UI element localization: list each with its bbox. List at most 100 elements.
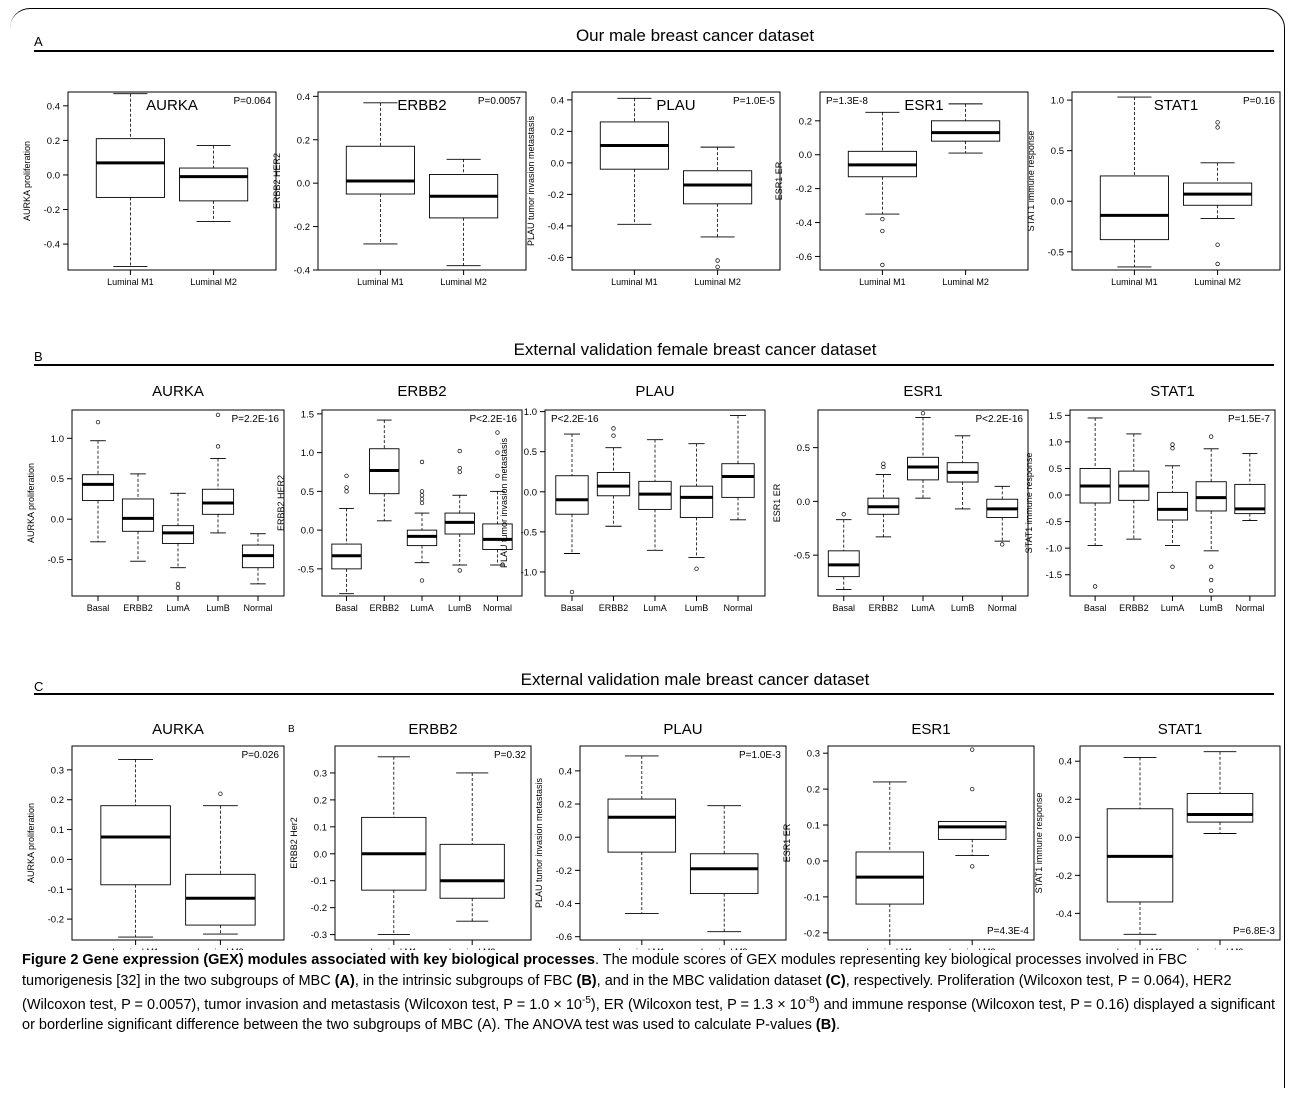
panel-b-stat1-outlier (1092, 584, 1098, 589)
panel-b-plau-outlier (611, 433, 616, 438)
panel-a-esr1-ytick-label: -0.4 (796, 218, 812, 229)
panel-c-aurka-ytick-label: -0.1 (48, 885, 64, 896)
panel-a-stat1-ylabel: STAT1 immune response (1026, 131, 1036, 232)
panel-b-erbb2-outlier (344, 473, 349, 479)
panel-c-erbb2-ylabel: ERBB2 Her2 (289, 817, 299, 869)
panel-a-stat1-title: STAT1 (1154, 97, 1198, 114)
panel-c-esr1-xtick-label: Luminal M1 (867, 947, 914, 950)
panel-a-aurka-box (95, 138, 165, 198)
panel-c-erbb2-ytick-label: 0.3 (314, 768, 327, 779)
panel-b-esr1-outlier (1000, 542, 1005, 547)
panel-b-aurka-xtick-label: LumB (206, 603, 230, 613)
panel-a-stat1-ytick-label: -0.5 (1048, 247, 1064, 258)
panel-c-esr1-pvalue: P=4.3E-4 (987, 926, 1029, 937)
panel-b-erbb2-ytick-label: 1.5 (301, 409, 314, 420)
panel-b-aurka-outlier (175, 581, 181, 587)
panel-a-aurka-ytick-label: 0.4 (47, 101, 60, 112)
panel-c-esr1-ytick-label: 0.2 (807, 785, 820, 796)
panel-c-aurka-xtick-label: Luminal M2 (197, 947, 244, 950)
panel-c-aurka-pvalue: P=0.026 (241, 750, 279, 761)
panel-c-erbb2-xtick-label: Luminal M1 (371, 947, 418, 950)
panel-c-letter: C (34, 679, 44, 694)
panel-b-esr1-xtick-label: Normal (988, 603, 1017, 613)
panel-c-plau-ytick-label: -0.4 (556, 899, 572, 910)
panel-c-erbb2-ytick-label: 0.1 (314, 822, 327, 833)
caption-ref-b: (B) (576, 972, 597, 989)
panel-b-esr1-outlier (841, 512, 846, 517)
caption-text-3: , and in the MBC validation dataset (596, 972, 826, 989)
panel-a-plau-ylabel: PLAU tumor invasion metastasis (526, 115, 536, 246)
panel-c-erbb2-extra-letter: B (288, 724, 295, 735)
panel-b-plau-xtick-label: LumA (643, 603, 667, 613)
panel-b-aurka-outlier (95, 419, 101, 425)
panel-c-stat1-xtick-label: Luminal M1 (1117, 947, 1164, 950)
panel-b-plau-box (679, 485, 714, 518)
panel-c-stat1-plot-frame (1079, 745, 1281, 941)
panel-b-stat1-outlier (1209, 577, 1214, 583)
panel-c-plau-ytick-label: -0.2 (556, 866, 572, 877)
panel-a-esr1-outlier (880, 262, 885, 268)
panel-a-esr1-ytick-label: -0.2 (796, 184, 812, 195)
panel-b-esr1-outlier (881, 461, 886, 466)
panel-a-plau-xtick-label: Luminal M1 (611, 277, 658, 287)
panel-b-plau-ytick-label: -0.5 (521, 527, 537, 538)
panel-a-aurka-ytick-label: 0.2 (47, 136, 60, 147)
panel-c-plau-ytick-label: 0.4 (559, 766, 572, 777)
panel-b-esr1-outlier (881, 464, 886, 470)
panel-a-aurka-ytick-label: -0.2 (44, 205, 60, 216)
panel-a-esr1-plot-frame (819, 91, 1029, 271)
panel-b-esr1-pvalue: P<2.2E-16 (975, 414, 1023, 425)
panel-b-erbb2-ytick-label: -0.5 (298, 564, 314, 575)
panel-a-erbb2-pvalue: P=0.0057 (478, 96, 522, 107)
panel-b-stat1-outlier (1209, 434, 1214, 439)
panel-c-stat1-ytick-label: -0.4 (1056, 909, 1072, 920)
panel-b-erbb2-xtick-label: LumA (410, 603, 434, 613)
panel-c-erbb2-plot-frame (334, 745, 532, 941)
panel-b-esr1-box (907, 456, 939, 481)
panel-c-erbb2-ytick-label: 0.2 (314, 795, 327, 806)
panel-b-aurka-outlier (215, 412, 221, 418)
panel-b-stat1-pvalue: P=1.5E-7 (1228, 414, 1270, 425)
panel-a-stat1-plot-frame (1071, 91, 1281, 271)
panel-c-erbb2-box (439, 843, 505, 899)
panel-a-esr1-xtick-label: Luminal M1 (859, 277, 906, 287)
panel-b-erbb2-outlier (457, 568, 462, 573)
panel-c-stat1-ytick-label: 0.2 (1059, 795, 1072, 806)
panel-c-erbb2-pvalue: P=0.32 (494, 750, 526, 761)
panel-a-stat1-ytick-label: 0.0 (1051, 197, 1064, 208)
panel-c-esr1-title: ESR1 (911, 721, 950, 738)
panel-c-aurka-plot-frame (71, 745, 285, 941)
panel-a-erbb2-xtick-label: Luminal M1 (357, 277, 404, 287)
panel-a-plau-plot-frame (571, 91, 781, 271)
panel-a-erbb2-ytick-label: -0.4 (294, 266, 310, 277)
panel-c-aurka-ytick-label: 0.1 (51, 825, 64, 836)
caption-ref-b-2: (B) (815, 1017, 837, 1034)
panel-c-stat1-ytick-label: 0.4 (1059, 757, 1072, 768)
panel-b-stat1-xtick-label: Basal (1084, 603, 1107, 613)
panel-a-title: Our male breast cancer dataset (575, 26, 815, 45)
panel-c-erbb2-ytick-label: -0.2 (311, 903, 327, 914)
panel-b-stat1-xtick-label: LumB (1199, 603, 1223, 613)
caption-text-5: ), ER (Wilcoxon test, P = 1.3 × 10 (590, 996, 806, 1013)
panel-b-plau-box (596, 472, 631, 497)
caption-exponent-1: -5 (582, 995, 591, 1006)
panel-c-esr1-ylabel: ESR1 ER (782, 823, 792, 862)
panel-c-aurka-ytick-label: 0.3 (51, 765, 64, 776)
panel-b-plau-xtick-label: Normal (724, 603, 753, 613)
panel-b-stat1-ytick-label: 0.5 (1049, 464, 1062, 475)
panel-b-title: External validation female breast cancer… (513, 340, 877, 359)
panel-b-stat1-ytick-label: -1.0 (1046, 544, 1062, 555)
boxplot-charts: AURKA -0.4 -0.2 0.0 0.2 0.4 AURKA proliferatio… (22, 91, 1281, 950)
panel-b-stat1-box (1156, 491, 1189, 521)
panel-a-plau-ytick-label: 0.2 (551, 127, 564, 138)
panel-a-erbb2-ytick-label: 0.0 (297, 179, 310, 190)
panel-b-aurka-outlier (175, 585, 181, 591)
panel-c-stat1-pvalue: P=6.8E-3 (1233, 926, 1275, 937)
panel-a-aurka-ytick-label: 0.0 (47, 170, 60, 181)
panel-b-stat1-xtick-label: LumA (1161, 603, 1185, 613)
panel-b-erbb2-outlier (419, 489, 425, 494)
panel-b-stat1-outlier (1209, 588, 1214, 593)
panel-c-plau-ylabel: PLAU tumor invasion metastasis (534, 777, 544, 908)
panel-b-plau-title: PLAU (635, 383, 674, 400)
